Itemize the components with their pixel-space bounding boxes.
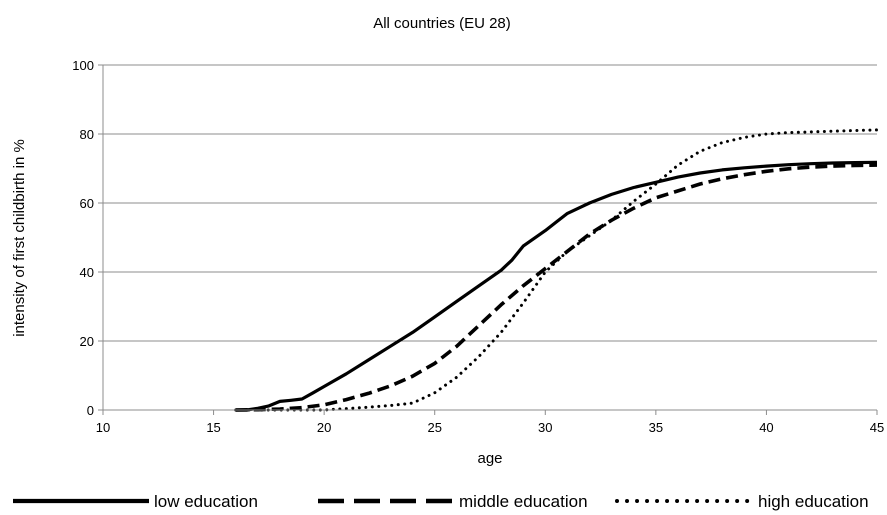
x-tick-label: 15 [206,420,220,435]
x-tick-label: 35 [649,420,663,435]
legend: low education middle education high educat… [13,492,869,511]
y-axis-label: intensity of first childbirth in % [11,139,28,337]
x-tick-label: 10 [96,420,110,435]
y-tick-label: 20 [80,334,94,349]
legend-label: low education [154,492,258,511]
y-tick-label: 0 [87,403,94,418]
y-tick-label: 40 [80,265,94,280]
legend-label: middle education [459,492,588,511]
x-tick-label: 25 [427,420,441,435]
y-tick-label: 80 [80,127,94,142]
series-lines [234,128,879,412]
tick-labels: 0 20 40 60 80 100 10 15 20 25 30 35 40 45 [72,58,884,435]
series-line-dashed [235,163,878,412]
x-tick-label: 45 [870,420,884,435]
gridlines [103,64,877,342]
legend-label: high education [758,492,869,511]
y-tick-label: 60 [80,196,94,211]
x-tick-label: 40 [759,420,773,435]
y-tick-label: 100 [72,58,94,73]
series-line-dotted [234,128,879,412]
x-axis-label: age [477,450,502,467]
x-tick-label: 30 [538,420,552,435]
chart-title: All countries (EU 28) [373,15,511,32]
x-tick-label: 20 [317,420,331,435]
axes [98,64,878,415]
series-line-solid [235,160,878,412]
